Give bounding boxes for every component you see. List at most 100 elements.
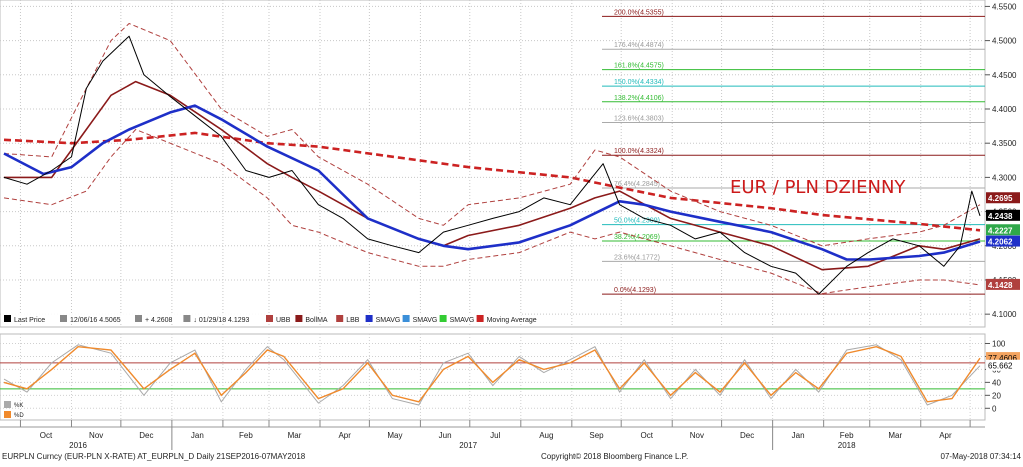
- series-lbb: [3, 129, 981, 295]
- osc-y-tick-label: 40: [992, 378, 1001, 387]
- x-month-label: Mar: [288, 431, 302, 440]
- legend-label: UBB: [276, 317, 291, 324]
- x-month-label: Jun: [439, 431, 452, 440]
- fib-level-label: 176.4%(4.4874): [614, 42, 664, 49]
- osc-legend-label: %D: [14, 413, 24, 419]
- osc-value-tag: [986, 352, 1020, 364]
- series-last-price: [3, 35, 981, 295]
- price-y-tick-label: 4.4000: [992, 105, 1017, 114]
- x-month-label: May: [387, 431, 402, 440]
- legend-label: + 4.2608: [145, 317, 173, 324]
- x-month-label: Feb: [239, 431, 253, 440]
- x-month-label: Aug: [539, 431, 553, 440]
- osc-value-tag: [986, 359, 1020, 371]
- series-moving-average: [3, 131, 981, 232]
- price-legend: Last Price 12/06/16 4.5065 + 4.2608 ↓ 01/29…: [1, 313, 537, 324]
- osc-y-tick-label: 0: [992, 404, 997, 413]
- fib-level-label: 76.4%(4.2845): [614, 181, 660, 188]
- x-year-label: 2017: [459, 441, 477, 450]
- price-y-tick-label: 4.3500: [992, 139, 1017, 148]
- legend-label: LBB: [346, 317, 360, 324]
- x-month-label: Oct: [640, 431, 653, 440]
- legend-swatch: [183, 315, 191, 322]
- legend-label: Last Price: [14, 317, 45, 324]
- fib-level-label: 0.0%(4.1293): [614, 287, 656, 294]
- series-smavg: [3, 104, 981, 261]
- price-value-tag-label: 4.1428: [988, 281, 1013, 290]
- oscillator-legend: %K %D: [4, 401, 24, 419]
- legend-swatch: [439, 315, 447, 322]
- price-value-tags: 4.2695 4.2438 4.2227 4.2062 4.1428: [986, 192, 1020, 290]
- price-value-tag-label: 4.2695: [988, 194, 1013, 203]
- legend-swatch: [295, 315, 303, 322]
- price-value-tag: [986, 235, 1020, 247]
- legend-swatch: [266, 315, 273, 322]
- fib-level-label: 50.0%(4.2309): [614, 218, 660, 225]
- fib-level-label: 23.6%(4.1772): [614, 254, 660, 261]
- price-y-tick-label: 4.1000: [992, 310, 1017, 319]
- fib-level-label: 150.0%(4.4334): [614, 79, 664, 86]
- oscillator-panel: [0, 333, 986, 421]
- x-month-label: Nov: [89, 431, 103, 440]
- x-month-label: Dec: [740, 431, 754, 440]
- fib-level-label: 200.0%(4.5355): [614, 9, 664, 16]
- osc-value-tag-label: 77.4606: [988, 354, 1017, 363]
- legend-swatch: [60, 315, 67, 322]
- x-axis: Oct Nov Dec Jan Feb Mar Apr May Jun Jul Aug Sep Oct N…: [0, 420, 985, 450]
- price-value-tag-label: 4.2227: [988, 226, 1013, 235]
- x-month-label: Jul: [490, 431, 500, 440]
- price-legend-bg: [1, 313, 521, 324]
- x-month-label: Jan: [191, 431, 204, 440]
- price-y-tick-label: 4.5500: [992, 2, 1017, 11]
- legend-label: ↓ 01/29/18 4.1293: [193, 317, 249, 324]
- osc-y-tick-label: 100: [992, 339, 1006, 348]
- price-value-tag-label: 4.2438: [988, 212, 1013, 221]
- legend-label: SMAVG: [376, 317, 401, 324]
- legend-label: Moving Average: [487, 317, 537, 324]
- chart-title: EUR / PLN DZIENNY: [730, 177, 906, 198]
- oscillator-series: [3, 344, 981, 406]
- fib-level-label: 100.0%(4.3324): [614, 148, 664, 155]
- osc-legend-swatch: [4, 401, 11, 408]
- osc-series-pct-k: [3, 344, 981, 406]
- footer-left: EURPLN Curncy (EUR-PLN X-RATE) AT_EURPLN…: [2, 452, 306, 461]
- x-month-label: Dec: [139, 431, 153, 440]
- legend-swatch: [365, 315, 373, 322]
- osc-y-tick-label: 20: [992, 391, 1001, 400]
- price-series: [3, 23, 981, 295]
- series-bollma: [4, 80, 981, 271]
- x-month-label: Apr: [939, 431, 952, 440]
- price-y-tick-label: 4.3000: [992, 173, 1017, 182]
- fib-level-label: 161.8%(4.4575): [614, 63, 664, 70]
- x-month-label: Mar: [888, 431, 902, 440]
- series-ubb: [3, 23, 981, 247]
- legend-label: SMAVG: [450, 317, 475, 324]
- price-value-tag: [986, 209, 1020, 221]
- legend-swatch: [402, 315, 410, 322]
- fib-level-label: 38.2%(4.2069): [614, 234, 660, 241]
- legend-label: 12/06/16 4.5065: [70, 317, 121, 324]
- fib-level-label: 123.6%(4.3803): [614, 115, 664, 122]
- legend-swatch: [336, 315, 344, 322]
- x-year-label: 2016: [69, 441, 87, 450]
- price-y-tick-label: 4.4500: [992, 71, 1017, 80]
- legend-swatch: [135, 315, 142, 322]
- price-value-tag: [986, 278, 1020, 290]
- footer-center: Copyright© 2018 Bloomberg Finance L.P.: [541, 452, 688, 461]
- price-value-tag: [986, 224, 1020, 236]
- x-month-label: Oct: [40, 431, 53, 440]
- x-month-label: Jan: [792, 431, 805, 440]
- legend-swatch: [476, 315, 484, 322]
- legend-swatch: [4, 315, 11, 322]
- osc-value-tag-label: 65.662: [988, 362, 1013, 371]
- x-year-label: 2018: [838, 441, 856, 450]
- osc-legend-label: %K: [14, 403, 23, 409]
- legend-label: SMAVG: [413, 317, 438, 324]
- x-month-label: Sep: [589, 431, 604, 440]
- osc-series-pct-d: [3, 345, 981, 403]
- fibonacci-levels: 200.0%(4.5355) 176.4%(4.4874) 161.8%(4.457…: [602, 9, 985, 295]
- x-month-label: Apr: [338, 431, 351, 440]
- price-panel: [0, 0, 986, 328]
